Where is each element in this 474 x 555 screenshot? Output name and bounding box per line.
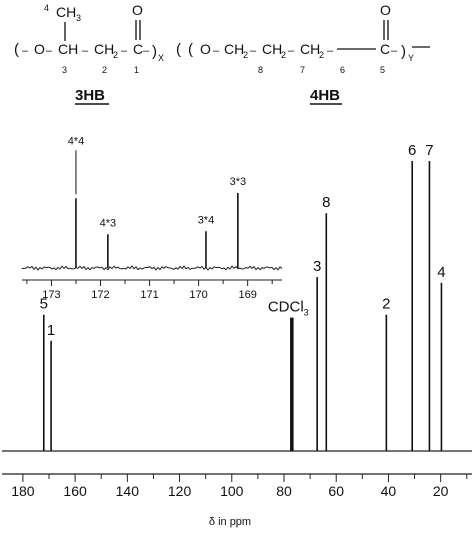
bond-dash: – <box>46 45 53 57</box>
peak-label-8: 8 <box>322 194 330 211</box>
repeat-x: X <box>158 53 164 63</box>
inset-x-tick-label: 173 <box>42 289 60 301</box>
x-tick-label: 60 <box>328 483 344 499</box>
repeat-y: Y <box>408 53 414 63</box>
peak-label-6: 6 <box>408 142 416 159</box>
inset-x-tick-label: 170 <box>189 289 207 301</box>
bond-dash: – <box>391 45 398 57</box>
methyl-group: CH <box>56 4 76 20</box>
x-tick-label: 140 <box>116 483 140 499</box>
left-paren-4hb: ( <box>176 41 181 58</box>
subscript-2: 2 <box>113 50 118 60</box>
x-tick-label: 40 <box>381 483 397 499</box>
atom-ch2-3hb: CH <box>94 41 114 57</box>
carbon-number-8: 8 <box>258 65 263 75</box>
peak-label-5: 5 <box>40 296 48 313</box>
inset-x-tick-label: 172 <box>91 289 109 301</box>
inset-peak-label: 3*3 <box>230 176 247 188</box>
carbon-number-2: 2 <box>102 65 107 75</box>
bond-dash: – <box>143 45 150 57</box>
subscript-2: 2 <box>319 50 324 60</box>
carbonyl-o-4hb: O <box>380 2 391 18</box>
atom-c-4hb: C <box>380 41 390 57</box>
x-tick-label: 160 <box>63 483 87 499</box>
atom-ch2-c6: CH <box>300 41 320 57</box>
carbon-number-5: 5 <box>380 65 385 75</box>
peak-label-CDCl3: CDCl3 <box>268 299 309 318</box>
atom-o-4hb: O <box>200 41 211 57</box>
carbonyl-o-3hb: O <box>132 2 143 18</box>
carbon-number-3: 3 <box>62 65 67 75</box>
inset-x-tick-label: 169 <box>238 289 256 301</box>
x-tick-label: 180 <box>11 483 35 499</box>
bond-dash: – <box>327 45 334 57</box>
chemical-structure: ( – O – CH – CH 2 – C – ) X 4 CH 3 O 3 2… <box>14 2 430 105</box>
atom-o-3hb: O <box>34 41 45 57</box>
inset-peak-label: 4*3 <box>100 217 117 229</box>
left-paren-4hb-inner: ( <box>188 41 193 58</box>
subscript-2: 2 <box>243 50 248 60</box>
bond-dash: – <box>22 45 29 57</box>
inset-peak-label: 3*4 <box>198 214 215 226</box>
atom-ch2-c8: CH <box>224 41 244 57</box>
x-tick-label: 20 <box>433 483 449 499</box>
right-paren-3hb: ) <box>152 43 157 60</box>
x-tick-label: 120 <box>168 483 192 499</box>
inset-baseline <box>21 265 283 271</box>
atom-c-3hb: C <box>133 41 143 57</box>
left-paren-3hb: ( <box>14 41 19 58</box>
peak-label-7: 7 <box>425 142 433 159</box>
carbon-number-4: 4 <box>44 3 49 13</box>
bond-dash: – <box>250 45 257 57</box>
x-tick-label: 100 <box>220 483 244 499</box>
right-paren-4hb: ) <box>401 43 406 60</box>
main-spectrum: 5 1 CDCl3 3 8 2 6 7 4 180 160 140 120 100 80 60 40 20 <box>2 142 472 499</box>
peak-label-4: 4 <box>437 264 445 281</box>
inset-spectrum: 4*4 4*3 3*4 3*3 173 172 171 170 169 <box>21 135 283 301</box>
unit-label-3hb: 3HB <box>75 87 105 104</box>
inset-peak-label: 4*4 <box>68 135 85 147</box>
atom-ch-3hb: CH <box>58 41 78 57</box>
peak-label-2: 2 <box>382 296 390 313</box>
inset-x-tick-label: 171 <box>140 289 158 301</box>
peak-label-3: 3 <box>313 258 321 275</box>
bond-dash: – <box>121 45 128 57</box>
x-axis-label: δ in ppm <box>209 516 251 528</box>
methyl-subscript: 3 <box>76 13 81 23</box>
unit-label-4hb: 4HB <box>310 87 340 104</box>
atom-ch2-c7: CH <box>262 41 282 57</box>
carbon-number-1: 1 <box>134 65 139 75</box>
bond-dash: – <box>213 45 220 57</box>
x-tick-label: 80 <box>276 483 292 499</box>
carbon-number-7: 7 <box>300 65 305 75</box>
peak-label-1: 1 <box>47 322 55 339</box>
subscript-2: 2 <box>281 50 286 60</box>
carbon-number-6: 6 <box>340 65 345 75</box>
bond-dash: – <box>82 45 89 57</box>
bond-dash: – <box>288 45 295 57</box>
